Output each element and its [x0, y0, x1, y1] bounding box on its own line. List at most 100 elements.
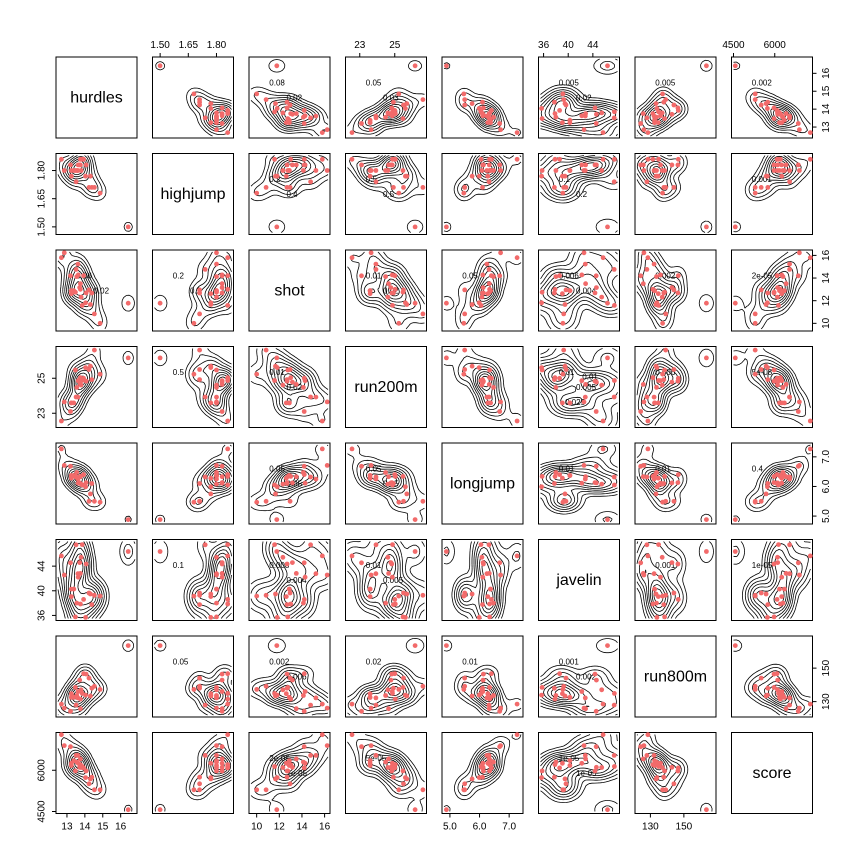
data-point [644, 474, 650, 480]
data-point [659, 110, 665, 116]
data-point [290, 480, 295, 486]
data-point [661, 602, 667, 607]
data-point [675, 561, 681, 567]
data-point [273, 101, 278, 106]
data-point [592, 162, 598, 168]
contour-label: 0.1 [173, 561, 185, 570]
data-point [488, 586, 493, 592]
data-point [191, 499, 197, 505]
data-point [219, 689, 225, 694]
data-point [73, 179, 79, 185]
data-point [301, 375, 307, 381]
data-point [656, 156, 661, 162]
data-point [758, 498, 764, 504]
data-point [83, 378, 89, 384]
data-point [349, 130, 355, 136]
data-point [644, 179, 650, 185]
data-point [68, 708, 73, 714]
data-point [308, 394, 313, 400]
data-point [208, 106, 214, 111]
data-point [486, 706, 492, 712]
data-point [661, 377, 667, 382]
data-point [461, 91, 467, 97]
data-point [498, 399, 503, 405]
data-point [401, 590, 406, 596]
data-point [81, 472, 86, 477]
data-point [797, 572, 802, 578]
data-point [301, 108, 307, 113]
data-point [83, 290, 89, 296]
data-point [486, 542, 492, 548]
panel-frame [152, 635, 234, 718]
data-point [383, 693, 388, 698]
data-point [462, 781, 468, 787]
data-point [652, 288, 657, 294]
data-point [386, 706, 391, 712]
data-point [640, 382, 646, 387]
panel-run800m-vs-shot: 0.002 0.006 [248, 635, 331, 718]
data-point [157, 807, 163, 813]
data-point [287, 185, 293, 190]
data-point [487, 614, 492, 620]
data-point [401, 675, 406, 681]
data-point [469, 302, 475, 307]
data-point [69, 173, 74, 179]
data-point [214, 753, 219, 758]
data-point [225, 553, 231, 559]
data-point [650, 375, 656, 381]
data-point [561, 787, 567, 793]
data-point [79, 303, 85, 308]
points [349, 156, 426, 230]
data-point [283, 594, 289, 599]
tick-label: 6000 [37, 759, 48, 782]
points [157, 643, 231, 714]
data-point [758, 102, 764, 108]
data-point [655, 400, 661, 406]
data-point [600, 255, 606, 261]
data-point [771, 168, 777, 173]
data-point [675, 290, 681, 296]
data-point [78, 696, 83, 702]
data-point [219, 571, 225, 576]
data-point [775, 677, 781, 683]
data-point [219, 764, 225, 770]
data-point [272, 156, 277, 162]
data-point [214, 571, 219, 577]
data-point [396, 787, 402, 793]
contour-path [443, 251, 522, 330]
panel-longjump-vs-run800m: 0.01 [634, 442, 717, 525]
data-point [404, 302, 410, 307]
data-point [640, 162, 646, 168]
data-point [273, 693, 278, 699]
data-point [392, 156, 398, 162]
data-point [92, 347, 97, 353]
data-point [560, 320, 566, 326]
data-point [280, 554, 286, 560]
data-point [319, 701, 325, 707]
data-point [752, 347, 758, 353]
data-point [653, 363, 659, 369]
tick-label: 25 [389, 40, 401, 51]
data-point [89, 290, 95, 296]
data-point [125, 224, 131, 230]
data-point [88, 302, 93, 307]
data-point [514, 418, 520, 424]
contour-label: 0.01 [366, 271, 382, 280]
data-point [485, 691, 491, 697]
contour-lines [57, 444, 132, 523]
points [157, 250, 231, 326]
data-point [656, 542, 661, 547]
data-point [663, 311, 669, 317]
data-point [293, 382, 299, 387]
data-point [197, 781, 203, 787]
panel-score-vs-highjump [152, 732, 234, 814]
tick-label: 16 [115, 822, 127, 833]
data-point [313, 394, 319, 400]
data-point [385, 687, 391, 693]
data-point [284, 774, 290, 780]
data-point [288, 156, 294, 162]
panel-shot-vs-run200m: 0.010.02 [345, 249, 427, 332]
data-point [592, 105, 598, 111]
tick-label: 10 [251, 822, 263, 833]
